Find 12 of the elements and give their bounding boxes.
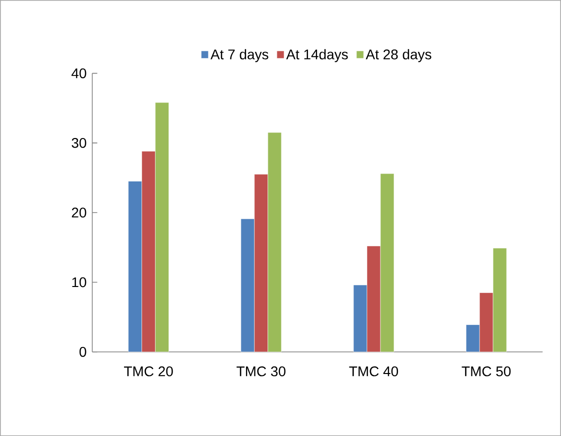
y-tick-label: 10 — [72, 277, 86, 288]
legend-label: At 28 days — [366, 49, 432, 62]
x-tick-label: TMC 20 — [124, 366, 173, 376]
x-tick-label: TMC 40 — [349, 366, 398, 376]
y-tick-label: 30 — [72, 138, 86, 148]
legend-label: At 7 days — [210, 49, 268, 62]
x-tick-label: TMC 30 — [236, 366, 286, 376]
x-tick-label: TMC 50 — [462, 366, 511, 376]
legend-label: At 14days — [286, 49, 348, 62]
y-tick-label: 40 — [72, 68, 86, 78]
y-tick-label: 0 — [80, 346, 86, 357]
y-tick-label: 20 — [72, 208, 86, 218]
